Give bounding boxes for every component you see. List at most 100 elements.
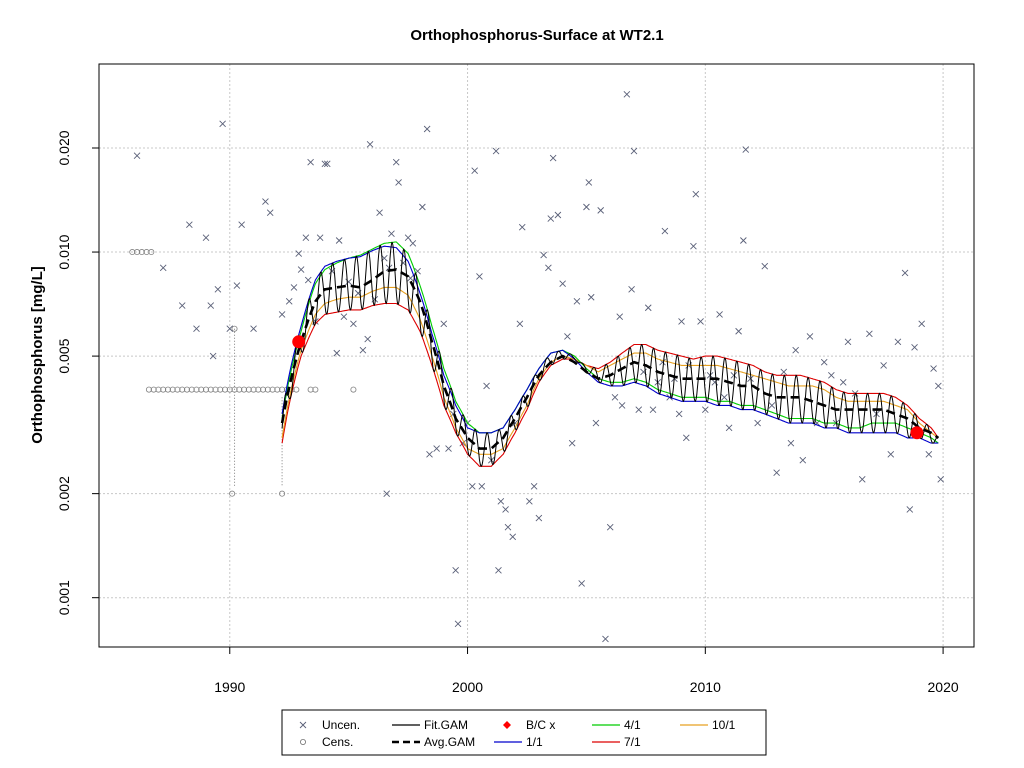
- uncensored-point: [678, 318, 685, 325]
- uncensored-point: [649, 406, 657, 413]
- uncensored-point: [492, 147, 500, 155]
- legend-item: Cens.: [299, 735, 353, 749]
- uncensored-point: [768, 402, 776, 409]
- legend-item: Uncen.: [299, 718, 360, 732]
- uncensored-point: [452, 567, 459, 574]
- uncensored-point: [623, 90, 631, 98]
- uncensored-point: [559, 280, 566, 288]
- uncensored-point: [906, 506, 914, 513]
- uncensored-point: [587, 293, 595, 301]
- uncensored-point: [433, 445, 440, 452]
- uncensored-point: [202, 234, 210, 242]
- uncensored-point: [316, 234, 324, 242]
- legend-item: Avg.GAM: [392, 735, 475, 749]
- censored-point: [198, 386, 205, 393]
- uncensored-point: [578, 580, 585, 587]
- y-axis-label: Orthophosphorus [mg/L]: [29, 266, 46, 443]
- uncensored-point: [278, 311, 286, 318]
- censored-point: [164, 386, 171, 393]
- censored-point: [307, 386, 314, 393]
- legend-item: 1/1: [494, 735, 543, 749]
- censored-point: [160, 386, 167, 393]
- censored-point: [236, 386, 243, 393]
- uncensored-point: [930, 365, 937, 372]
- uncensored-point: [516, 320, 524, 328]
- bc-points: [292, 335, 924, 440]
- censored-point: [145, 386, 152, 393]
- uncensored-point: [730, 371, 738, 379]
- uncensored-point: [350, 320, 357, 328]
- uncensored-point: [735, 327, 742, 335]
- uncensored-point: [611, 393, 619, 401]
- censored-point: [312, 386, 319, 393]
- uncensored-point: [454, 620, 462, 628]
- uncensored-point: [304, 276, 312, 284]
- censored-point: [231, 325, 238, 332]
- fit-gam-line: [281, 241, 939, 467]
- censored-point: [279, 490, 286, 497]
- uncensored-point: [345, 278, 352, 286]
- uncensored-point: [787, 439, 795, 447]
- uncensored-point: [661, 227, 669, 235]
- avg-gam-line: [280, 268, 940, 450]
- uncensored-point: [133, 152, 141, 160]
- uncensored-point: [207, 302, 215, 309]
- uncensored-point: [844, 338, 852, 346]
- fit-7-1-line: [281, 302, 939, 467]
- censored-point: [183, 386, 190, 393]
- legend-box: [281, 709, 767, 756]
- legend: Uncen. Cens. Fit.GAM Avg.GAM B/C x 1/1 4/1 7/1 1…: [281, 709, 767, 756]
- uncensored-point: [233, 282, 241, 289]
- uncensored-point: [404, 234, 412, 242]
- censored-point: [212, 386, 219, 393]
- uncensored-point: [820, 358, 828, 366]
- uncensored-point: [209, 352, 217, 360]
- uncensored-point: [690, 242, 697, 250]
- legend-label: B/C x: [526, 718, 555, 732]
- uncensored-point: [682, 434, 690, 442]
- uncensored-point: [530, 482, 538, 490]
- uncensored-point: [828, 371, 835, 379]
- censored-point: [148, 249, 155, 256]
- uncensored-point: [321, 160, 329, 168]
- uncensored-point: [675, 410, 683, 418]
- legend-label: 4/1: [624, 718, 641, 732]
- uncensored-point: [773, 469, 780, 476]
- legend-item: B/C x: [503, 718, 555, 732]
- plot-frame: [98, 63, 975, 648]
- uncensored-point: [178, 302, 186, 309]
- uncensored-point: [692, 190, 700, 198]
- axes: 1990 2000 2010 2020 0.001 0.002 0.005 0.010 0.02…: [56, 130, 959, 695]
- uncensored-point: [383, 490, 391, 497]
- uncensored-point: [419, 203, 426, 211]
- uncensored-point: [585, 179, 593, 186]
- censored-points: [129, 249, 357, 497]
- uncensored-point: [502, 506, 509, 513]
- uncensored-point: [564, 333, 571, 340]
- uncensored-point: [340, 313, 348, 321]
- uncensored-point: [468, 482, 476, 490]
- legend-circle-symbol: [299, 739, 306, 746]
- legend-item: 10/1: [680, 718, 736, 732]
- uncensored-point: [701, 406, 709, 413]
- uncensored-point: [880, 362, 887, 369]
- uncensored-point: [839, 378, 847, 386]
- censored-point: [350, 386, 357, 393]
- legend-item: 7/1: [592, 735, 641, 749]
- uncensored-point: [721, 393, 728, 401]
- uncensored-point: [866, 330, 873, 338]
- uncensored-point: [780, 368, 788, 376]
- censored-point: [269, 386, 276, 393]
- bc-point: [292, 335, 306, 349]
- uncensored-point: [535, 514, 543, 522]
- uncensored-point: [409, 239, 417, 247]
- uncensored-point: [894, 338, 902, 346]
- uncensored-point: [740, 237, 747, 244]
- uncensored-point: [323, 160, 331, 168]
- uncensored-point: [697, 318, 704, 325]
- legend-label: Avg.GAM: [424, 735, 475, 749]
- uncensored-point: [549, 154, 557, 162]
- uncensored-point: [754, 419, 761, 427]
- uncensored-point: [295, 250, 303, 257]
- y-tick-label: 0.005: [56, 338, 72, 373]
